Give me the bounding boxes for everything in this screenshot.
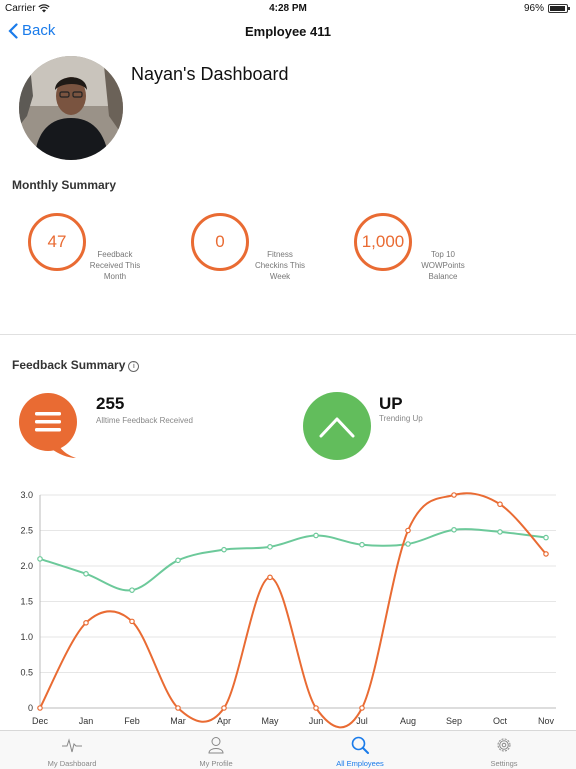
tab-label: Settings [490, 759, 518, 768]
battery-icon [548, 4, 570, 13]
wowpoints-ring: 1,000 [354, 213, 412, 271]
y-tick-label: 2.5 [20, 526, 33, 536]
tab-all-employees[interactable]: All Employees [288, 731, 432, 769]
fitness-checkins-label: Fitness Checkins This Week [254, 250, 306, 281]
series-line [39, 492, 547, 729]
data-point [267, 574, 273, 581]
data-point [313, 705, 319, 711]
battery-percent: 96% [523, 3, 544, 14]
info-icon[interactable]: i [128, 361, 140, 372]
trend-value: UP [379, 394, 403, 413]
trend-label: Trending Up [379, 414, 423, 423]
section-divider [0, 334, 576, 335]
x-tick-label: Aug [400, 716, 416, 726]
feedback-summary-title: Feedback Summary i [12, 358, 140, 372]
search-icon [351, 736, 369, 754]
data-point [221, 546, 227, 553]
page-title: Employee 411 [245, 24, 331, 39]
data-point [405, 527, 411, 534]
tab-settings[interactable]: Settings [432, 731, 576, 769]
x-tick-label: Sep [446, 716, 462, 726]
data-point [37, 705, 43, 711]
feedback-received-label: Feedback Received This Month [89, 250, 141, 281]
data-point [37, 556, 43, 562]
tab-my-dashboard[interactable]: My Dashboard [0, 731, 144, 769]
carrier-label: Carrier [5, 3, 36, 14]
trending-up-icon [303, 392, 371, 460]
data-point [175, 557, 181, 564]
x-tick-label: Dec [32, 716, 49, 726]
data-point [83, 571, 89, 577]
fitness-checkins-value: 0 [215, 232, 225, 251]
wowpoints-value: 1,000 [361, 232, 405, 251]
tab-label: My Dashboard [47, 759, 97, 768]
tab-label: All Employees [336, 759, 384, 768]
data-point [451, 526, 457, 533]
x-tick-label: May [261, 716, 279, 726]
data-point [359, 705, 365, 711]
speech-bubble-icon [19, 393, 77, 458]
y-tick-label: 0.5 [20, 668, 33, 678]
feedback-received-value: 47 [47, 232, 67, 251]
tab-label: My Profile [199, 759, 233, 768]
feedback-line-chart: 0 0.5 1.0 1.5 2.0 2.5 3.0 Dec Jan Feb Mar Apr May Jun… [20, 490, 556, 729]
x-tick-label: Feb [124, 716, 140, 726]
chevron-left-icon [8, 22, 18, 39]
data-point [83, 620, 89, 626]
alltime-feedback-label: Alltime Feedback Received [96, 416, 193, 425]
status-bar: Carrier 4:28 PM 96% [0, 0, 576, 18]
y-tick-label: 1.5 [20, 597, 33, 607]
data-point [497, 501, 503, 508]
data-point [543, 551, 549, 557]
data-point [221, 705, 227, 711]
data-point [129, 587, 135, 593]
status-time: 4:28 PM [269, 3, 307, 14]
avatar [19, 56, 123, 160]
data-point [313, 532, 319, 539]
x-tick-label: Nov [538, 716, 555, 726]
y-tick-label: 2.0 [20, 561, 33, 571]
x-tick-label: Jan [79, 716, 94, 726]
x-tick-label: Apr [217, 716, 231, 726]
feedback-received-ring: 47 [28, 213, 86, 271]
series-line [39, 528, 547, 592]
back-button[interactable]: Back [8, 22, 55, 39]
person-icon [208, 737, 224, 754]
tab-my-profile[interactable]: My Profile [144, 731, 288, 769]
fitness-checkins-ring: 0 [191, 213, 249, 271]
data-point [451, 492, 457, 498]
pulse-icon [62, 738, 82, 753]
gear-icon [497, 738, 511, 752]
data-point [359, 541, 365, 548]
data-point [267, 544, 273, 550]
back-label: Back [22, 22, 56, 39]
alltime-feedback-value: 255 [96, 394, 125, 413]
data-point [175, 705, 181, 711]
data-point [129, 618, 135, 625]
x-tick-label: Jun [309, 716, 324, 726]
monthly-summary-title: Monthly Summary [12, 178, 117, 192]
y-tick-label: 3.0 [20, 490, 33, 500]
navigation-bar: Back Employee 411 [0, 18, 576, 46]
feedback-summary-label: Feedback Summary [12, 358, 126, 372]
wowpoints-label: Top 10 WOWPoints Balance [421, 250, 465, 281]
data-point [405, 541, 411, 547]
y-tick-label: 0 [28, 703, 33, 713]
dashboard-title: Nayan's Dashboard [131, 64, 289, 84]
wifi-icon [38, 4, 50, 13]
y-tick-label: 1.0 [20, 632, 33, 642]
x-tick-label: Mar [170, 716, 186, 726]
tab-bar: My Dashboard My Profile All Employees Se… [0, 730, 576, 769]
data-point [497, 529, 503, 535]
x-tick-label: Oct [493, 716, 508, 726]
x-tick-label: Jul [356, 716, 368, 726]
data-point [543, 534, 549, 541]
